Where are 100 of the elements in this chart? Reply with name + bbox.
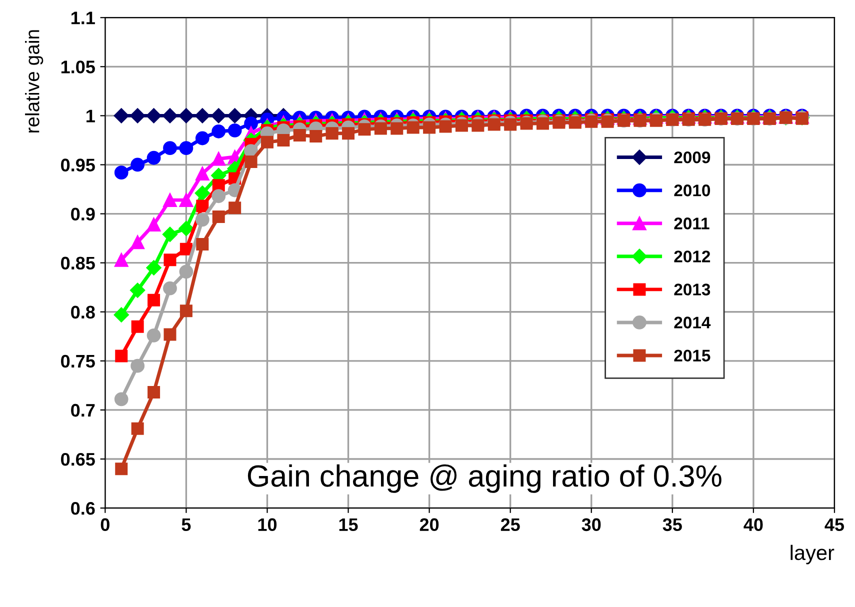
- point: [162, 226, 178, 242]
- point: [196, 200, 209, 212]
- annotation: Gain change @ aging ratio of 0.3%: [248, 464, 722, 493]
- point: [114, 108, 129, 124]
- point: [406, 121, 420, 134]
- point: [194, 108, 210, 124]
- x-tick-label: 10: [258, 518, 277, 532]
- y-tick-label: 0.7: [71, 404, 95, 417]
- point: [180, 242, 192, 256]
- point: [504, 118, 517, 131]
- point: [293, 129, 306, 142]
- point: [212, 179, 225, 192]
- point: [146, 150, 161, 165]
- y-tick-label: 0.85: [61, 256, 95, 270]
- point: [439, 120, 452, 133]
- point: [114, 252, 128, 267]
- y-tick-label: 0.8: [71, 306, 95, 319]
- x-axis-title: layer: [790, 544, 834, 564]
- legend-label: 2014: [674, 316, 711, 328]
- point: [130, 158, 145, 172]
- point: [310, 130, 322, 143]
- x-tick-label: 25: [500, 518, 520, 532]
- x-tick-label: 15: [339, 518, 358, 532]
- point: [164, 254, 176, 266]
- point: [195, 131, 210, 146]
- point: [212, 189, 226, 204]
- point: [114, 307, 129, 322]
- point: [227, 108, 242, 124]
- point: [114, 392, 128, 406]
- legend-label: 2015: [674, 350, 710, 362]
- y-tick-label: 1.05: [61, 60, 95, 74]
- point: [326, 127, 338, 140]
- point: [115, 462, 128, 476]
- point: [358, 123, 371, 136]
- point: [163, 281, 177, 296]
- y-tick-label: 0.6: [71, 502, 95, 515]
- point: [178, 108, 194, 124]
- y-tick-label: 1: [86, 110, 95, 122]
- point: [196, 238, 209, 250]
- y-tick-label: 0.75: [61, 354, 95, 368]
- point: [130, 282, 146, 298]
- legend-label: 2011: [674, 218, 710, 230]
- point: [146, 218, 161, 232]
- x-tick-label: 35: [662, 518, 682, 532]
- point: [194, 186, 210, 201]
- point: [148, 294, 160, 306]
- x-tick-label: 40: [744, 518, 763, 532]
- point: [179, 193, 194, 207]
- point: [130, 108, 146, 124]
- point: [228, 202, 242, 214]
- point: [114, 166, 128, 180]
- x-tick-label: 5: [182, 518, 191, 532]
- point: [212, 210, 225, 223]
- point: [260, 136, 274, 148]
- y-tick-label: 0.65: [61, 452, 95, 466]
- point: [131, 320, 144, 333]
- legend-label: 2010: [674, 184, 710, 196]
- point: [244, 156, 258, 168]
- point: [179, 264, 194, 279]
- y-axis-title: relative gain: [25, 30, 44, 132]
- point: [163, 141, 177, 156]
- point: [212, 152, 226, 166]
- point: [423, 121, 436, 134]
- point: [162, 108, 178, 124]
- point: [131, 422, 144, 435]
- x-tick-label: 0: [100, 518, 110, 532]
- x-tick-label: 20: [420, 518, 439, 532]
- point: [536, 117, 550, 130]
- point: [277, 134, 290, 146]
- point: [228, 123, 242, 138]
- point: [178, 220, 194, 236]
- point: [179, 141, 194, 156]
- point: [244, 116, 258, 130]
- point: [180, 304, 192, 318]
- point: [374, 122, 387, 135]
- point: [488, 118, 500, 131]
- point: [195, 212, 210, 227]
- point: [195, 166, 210, 181]
- point: [130, 235, 145, 250]
- y-tick-label: 1.1: [71, 12, 95, 24]
- point: [212, 124, 226, 138]
- legend-label: 2012: [674, 250, 710, 262]
- point: [472, 119, 484, 132]
- point: [130, 358, 145, 373]
- legend-label: 2009: [674, 151, 710, 164]
- point: [148, 386, 160, 399]
- point: [342, 127, 355, 140]
- x-tick-label: 30: [582, 518, 601, 532]
- legend-label: 2013: [674, 284, 710, 296]
- point: [163, 193, 177, 207]
- point: [211, 108, 226, 124]
- point: [164, 328, 176, 341]
- point: [390, 122, 404, 135]
- y-tick-label: 0.95: [61, 158, 95, 172]
- point: [146, 260, 162, 276]
- point: [455, 119, 468, 132]
- point: [115, 350, 128, 362]
- x-tick-label: 45: [824, 518, 844, 532]
- point: [146, 328, 161, 342]
- point: [146, 108, 162, 124]
